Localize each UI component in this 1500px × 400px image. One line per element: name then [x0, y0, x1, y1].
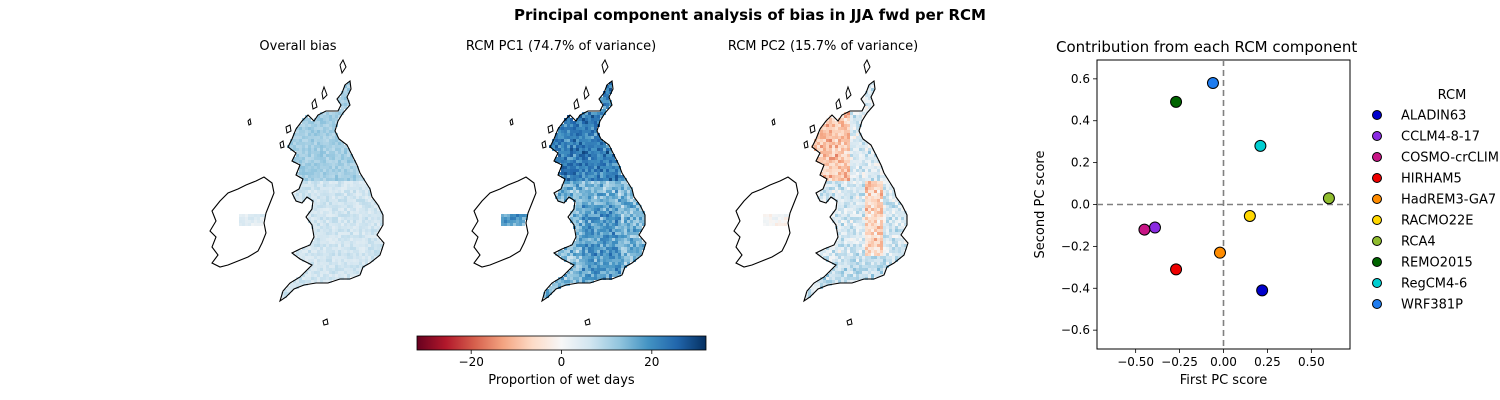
coastline-gb	[279, 79, 385, 303]
coastline-island	[339, 58, 347, 75]
x-tick-label: 0.00	[1210, 355, 1237, 369]
map-title-overall: Overall bias	[259, 39, 337, 54]
scatter-title: Contribution from each RCM component	[1056, 38, 1358, 56]
map-pc1	[471, 58, 647, 326]
colorbar: −20 0 20 Proportion of wet days	[416, 335, 707, 388]
legend-marker	[1372, 278, 1382, 288]
legend-marker	[1372, 173, 1382, 183]
y-tick-label: −0.6	[1061, 323, 1090, 337]
coastline-island	[845, 85, 852, 101]
y-tick-label: −0.2	[1061, 239, 1090, 253]
x-tick-label: −0.50	[1117, 355, 1154, 369]
coastline-island	[321, 85, 328, 101]
legend-label: CCLM4-8-17	[1401, 130, 1480, 145]
legend-marker	[1372, 110, 1382, 120]
legend-label: ALADIN63	[1401, 109, 1466, 124]
coastline-ireland	[209, 176, 275, 268]
legend-label: RCA4	[1401, 235, 1436, 250]
legend-label: HIRHAM5	[1401, 172, 1462, 187]
coastline-island	[547, 124, 554, 134]
coastline-ireland	[471, 176, 537, 268]
x-tick-label: 0.25	[1254, 355, 1281, 369]
y-tick-label: 0.6	[1071, 72, 1090, 86]
coastline-island	[601, 58, 609, 75]
map-title-pc2: RCM PC2 (15.7% of variance)	[727, 39, 919, 54]
map-title-pc1: RCM PC1 (74.7% of variance)	[465, 39, 657, 54]
legend-label: WRF381P	[1401, 298, 1463, 313]
legend-marker	[1372, 299, 1382, 309]
coastline-island	[279, 140, 285, 149]
x-axis-label: First PC score	[1180, 373, 1267, 388]
legend-title: RCM	[1438, 88, 1467, 103]
point-hadrem3-ga7	[1213, 246, 1226, 259]
coastline-island	[771, 117, 776, 126]
colorbar-tick-label: 0	[558, 355, 566, 369]
point-racmo22e	[1243, 210, 1256, 223]
y-tick-label: 0.0	[1071, 198, 1090, 212]
legend-label: RACMO22E	[1401, 214, 1473, 229]
coastline-gb	[803, 79, 909, 303]
point-regcm4-6	[1254, 139, 1267, 152]
map-pc2	[733, 58, 909, 326]
legend-marker	[1372, 152, 1382, 162]
coastline-island	[803, 140, 809, 149]
map-overall-bias	[209, 58, 385, 326]
legend-marker	[1372, 257, 1382, 267]
point-cosmo-crclim	[1138, 223, 1151, 236]
coastline-island	[573, 97, 580, 110]
legend-label: HadREM3-GA7	[1401, 193, 1496, 208]
colorbar-tick-label: −20	[459, 355, 484, 369]
coastline-island	[835, 97, 842, 110]
point-rca4	[1322, 192, 1335, 205]
colorbar-tick-label: 20	[644, 355, 659, 369]
legend-marker	[1372, 215, 1382, 225]
scatter-chart: −0.50 −0.25 0.00 0.25 0.50 −0.6 −0.4 −0.2 0.0 0.2…	[1033, 59, 1499, 388]
coastline-island	[247, 117, 252, 126]
y-tick-label: 0.2	[1071, 156, 1090, 170]
coastline-island	[583, 85, 590, 101]
coastline-island	[285, 124, 292, 134]
point-hirham5	[1170, 263, 1183, 276]
coastline-island	[846, 318, 853, 326]
point-remo2015	[1170, 95, 1183, 108]
legend-marker	[1372, 194, 1382, 204]
coastline-island	[541, 140, 547, 149]
y-tick-label: 0.4	[1071, 114, 1090, 128]
x-tick-label: −0.25	[1161, 355, 1198, 369]
pc2-grid	[763, 82, 907, 298]
legend-marker	[1372, 236, 1382, 246]
colorbar-gradient	[416, 335, 707, 351]
point-wrf381p	[1206, 77, 1219, 90]
legend-label: REMO2015	[1401, 256, 1473, 271]
point-cclm4-8-17	[1148, 221, 1161, 234]
coastline-island	[322, 318, 329, 326]
legend-label: COSMO-crCLIM	[1401, 151, 1499, 166]
coastline-island	[311, 97, 318, 110]
overall-grid	[239, 82, 383, 298]
coastline-island	[509, 117, 514, 126]
point-aladin63	[1256, 284, 1269, 297]
coastline-ireland	[733, 176, 799, 268]
legend-marker	[1372, 131, 1382, 141]
x-tick-label: 0.50	[1298, 355, 1325, 369]
coastline-island	[863, 58, 871, 75]
y-tick-label: −0.4	[1061, 281, 1090, 295]
coastline-island	[584, 318, 591, 326]
colorbar-label: Proportion of wet days	[488, 373, 635, 388]
coastline-island	[809, 124, 816, 134]
coastline-gb	[541, 79, 647, 303]
y-axis-label: Second PC score	[1033, 151, 1048, 259]
figure-title: Principal component analysis of bias in …	[514, 6, 986, 24]
legend-label: RegCM4-6	[1401, 277, 1467, 292]
